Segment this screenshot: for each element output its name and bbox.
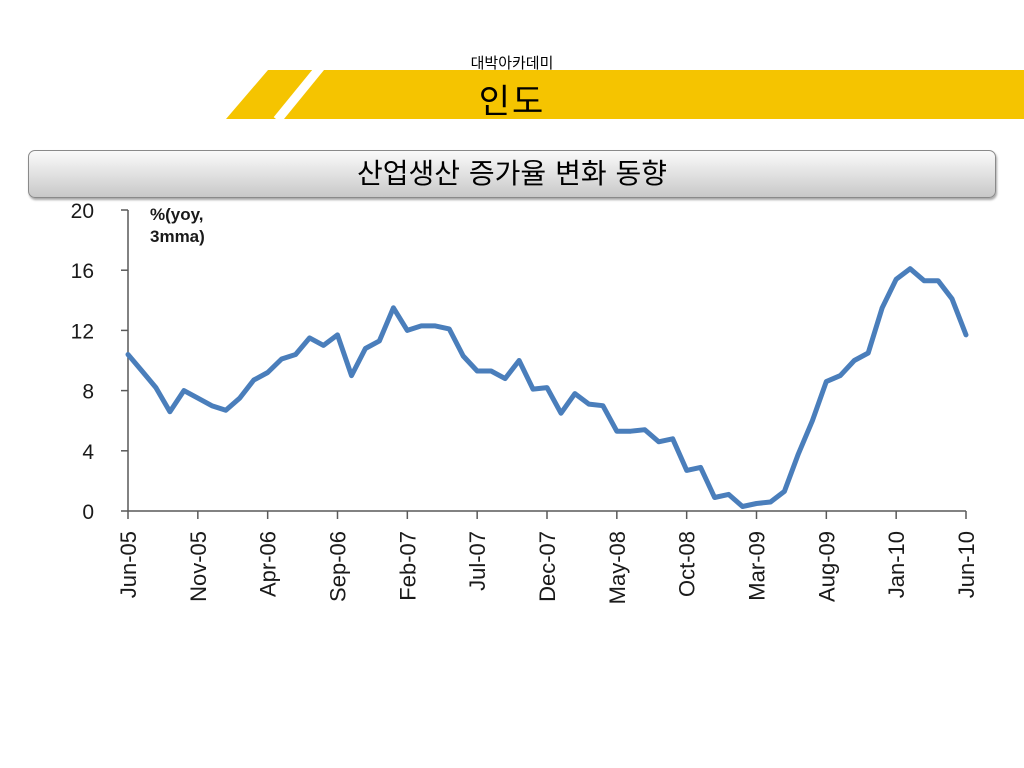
x-tick-label: Mar-09 — [745, 531, 770, 601]
title-banner — [0, 0, 1024, 130]
x-tick-label: Nov-05 — [186, 531, 211, 602]
x-tick-label: Aug-09 — [814, 531, 839, 602]
x-tick-label: Oct-08 — [675, 531, 700, 597]
chart-title-bar: 산업생산 증가율 변화 동향 — [28, 150, 996, 198]
page-title: 인도 — [478, 82, 546, 122]
banner-stripe-left — [226, 70, 316, 119]
banner-graphic — [226, 68, 1024, 121]
y-tick-label: 8 — [82, 381, 94, 404]
y-tick-label: 16 — [71, 260, 94, 283]
unit-label-line-1: %(yoy, — [150, 205, 204, 224]
x-tick-label: Jun-05 — [116, 531, 141, 598]
x-tick-label: Apr-06 — [256, 531, 281, 597]
page-subtitle: 대박아카데미 — [470, 54, 554, 72]
x-tick-label: May-08 — [605, 531, 630, 604]
y-tick-label: 4 — [82, 441, 94, 464]
banner-gap — [273, 68, 319, 121]
x-tick-label: Jun-10 — [954, 531, 979, 598]
x-tick-label: Sep-06 — [326, 531, 351, 602]
series-line — [125, 266, 969, 509]
x-axis: Jun-05 Nov-05 Apr-06 Sep-06 Feb-07 Jul-07 Dec-… — [116, 510, 979, 604]
unit-label-line-2: 3mma) — [150, 227, 205, 246]
banner-stripe-main — [284, 70, 1024, 119]
x-tick-label: Dec-07 — [535, 531, 560, 602]
x-tick-label: Feb-07 — [395, 531, 420, 601]
chart-svg: 0 4 8 12 16 20 Jun-05 Nov-05 Apr-06 Sep-06 Feb-07… — [71, 200, 979, 604]
x-tick-label: Jan-10 — [884, 531, 909, 598]
y-tick-label: 12 — [71, 320, 94, 343]
x-tick-label: Jul-07 — [465, 531, 490, 591]
line-chart: 0 4 8 12 16 20 Jun-05 Nov-05 Apr-06 Sep-06 Feb-07… — [28, 198, 998, 636]
y-tick-label: 20 — [71, 200, 94, 223]
y-tick-label: 0 — [82, 501, 94, 524]
y-axis: 0 4 8 12 16 20 — [71, 200, 129, 524]
